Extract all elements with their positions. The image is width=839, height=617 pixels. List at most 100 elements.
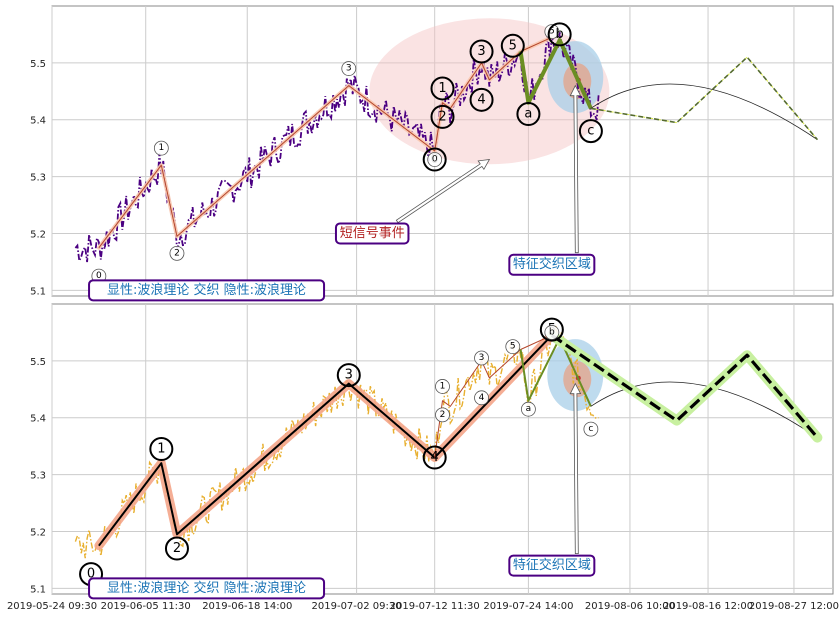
y-tick-label: 5.2: [30, 229, 46, 240]
wave-label-circle: [469, 87, 494, 112]
annotation-box: [508, 554, 596, 577]
annotation-box: [508, 253, 596, 276]
wave-line: [98, 334, 553, 547]
wave-label-circle: [422, 445, 447, 470]
annotation-arrow: [395, 159, 491, 224]
correction-line: [519, 337, 592, 407]
wave-label: 0: [96, 271, 102, 281]
wave-label-circle: [521, 401, 536, 417]
wave-label-circle: [578, 119, 603, 144]
y-tick-label: 5.5: [30, 59, 46, 70]
wave-label: 1: [158, 143, 164, 153]
wave-label: 4: [431, 450, 439, 465]
wave-label-circle: [505, 339, 521, 355]
price-line: [74, 32, 600, 265]
price-line: [74, 325, 599, 559]
annotation-text: 显性:波浪理论 交织 隐性:波浪理论: [107, 282, 306, 298]
x-tick-label: 2019-06-18 14:00: [202, 601, 292, 612]
wave-label-circle: [169, 245, 185, 261]
wave-label-circle: [539, 317, 564, 342]
wave-label: a: [526, 404, 532, 414]
wave-label: a: [524, 107, 532, 122]
wave-label-circle: [500, 33, 525, 58]
y-tick-label: 5.3: [30, 173, 46, 184]
annotation-text: 特征交织区域: [513, 256, 591, 272]
wave-label-circle: [149, 437, 174, 461]
wave-label-circle: [427, 152, 443, 167]
wave-label: 5: [509, 38, 517, 53]
x-tick-label: 2019-05-24 09:30: [7, 601, 97, 612]
wave-label: 4: [479, 393, 485, 403]
x-tick-label: 2019-07-12 11:30: [390, 601, 480, 612]
y-tick-label: 5.3: [30, 471, 46, 482]
wave-label-circle: [341, 61, 357, 76]
wave-label: 3: [346, 64, 352, 74]
wave-label-circle: [153, 140, 169, 156]
wave-label: 3: [479, 353, 485, 363]
annotation-arrow: [569, 382, 582, 554]
y-tick-label: 5.1: [30, 584, 46, 595]
annotation-box: [88, 577, 326, 600]
wave-label-circle: [583, 421, 599, 437]
x-axis: 2019-05-24 09:30 2019-06-05 11:30 2019-06-…: [7, 601, 839, 612]
wave-label: 1: [438, 81, 446, 96]
x-tick-label: 2019-07-24 14:00: [483, 601, 573, 612]
wave-label-circle: [430, 76, 455, 101]
x-tick-label: 2019-07-02 09:30: [312, 601, 402, 612]
top-panel: 5.15.25.35.45.501230012345a5bc短信号事件特征交织区…: [30, 5, 834, 302]
x-tick-label: 2019-06-05 11:30: [101, 601, 191, 612]
wave-label: 0: [432, 155, 438, 165]
wave-label: 0: [87, 567, 95, 582]
wave-label-circle: [469, 39, 494, 64]
y-tick-label: 5.4: [30, 414, 46, 425]
wave-label: 1: [440, 381, 446, 391]
annotation-text: 显性:波浪理论 交织 隐性:波浪理论: [107, 580, 306, 596]
wave-label-circle: [516, 102, 541, 127]
wave-label-circle: [435, 407, 450, 423]
bottom-panel: 5.15.25.35.45.50123412345a5bc特征交织区域显性:波浪…: [30, 303, 834, 600]
wave-label: 2: [438, 109, 446, 124]
wave-label-circle: [547, 22, 572, 47]
wave-label-circle: [336, 363, 361, 388]
wave-label-circle: [435, 379, 450, 394]
y-tick-label: 5.1: [30, 286, 46, 297]
annotation-arrow: [569, 84, 582, 254]
forecast-line-accent: [590, 56, 818, 140]
wave-label-circle: [430, 104, 455, 129]
forecast-line: [550, 333, 819, 439]
wave-label: c: [588, 424, 593, 434]
wave-label: 2: [173, 541, 181, 556]
wave-label: 1: [157, 442, 165, 457]
forecast-line: [590, 56, 819, 141]
annotation-box: [88, 279, 326, 302]
x-tick-label: 2019-08-06 10:00: [585, 601, 675, 612]
forecast-arc: [590, 381, 818, 438]
annotation-text: 特征交织区域: [513, 557, 591, 573]
wave-label-circle: [422, 147, 447, 172]
wave-label-circle: [474, 390, 489, 406]
wave-label: 2: [174, 248, 180, 258]
wave-label-circle: [544, 325, 560, 340]
y-tick-label: 5.4: [30, 116, 46, 127]
x-tick-label: 2019-08-16 12:00: [663, 601, 753, 612]
wave-label-circle: [474, 350, 489, 366]
wave-label: b: [556, 27, 564, 42]
y-tick-label: 5.5: [30, 357, 46, 368]
wave-label: 3: [345, 368, 353, 383]
forecast-arc: [590, 83, 818, 140]
wave-label: 5: [510, 342, 516, 352]
correction-line: [518, 38, 593, 110]
y-tick-label: 5.2: [30, 527, 46, 538]
annotation-text: 短信号事件: [340, 226, 405, 241]
wave-label-circle: [164, 536, 189, 561]
wave-line: [98, 36, 553, 249]
wave-label: b: [549, 327, 555, 337]
wave-label: 5: [549, 27, 555, 37]
wave-label: c: [587, 124, 594, 139]
x-tick-label: 2019-08-27 12:00: [749, 601, 839, 612]
wave-label: 2: [440, 410, 446, 420]
wave-label: 4: [477, 92, 485, 107]
annotation-box: [334, 222, 410, 245]
wave-label: 3: [477, 44, 485, 59]
